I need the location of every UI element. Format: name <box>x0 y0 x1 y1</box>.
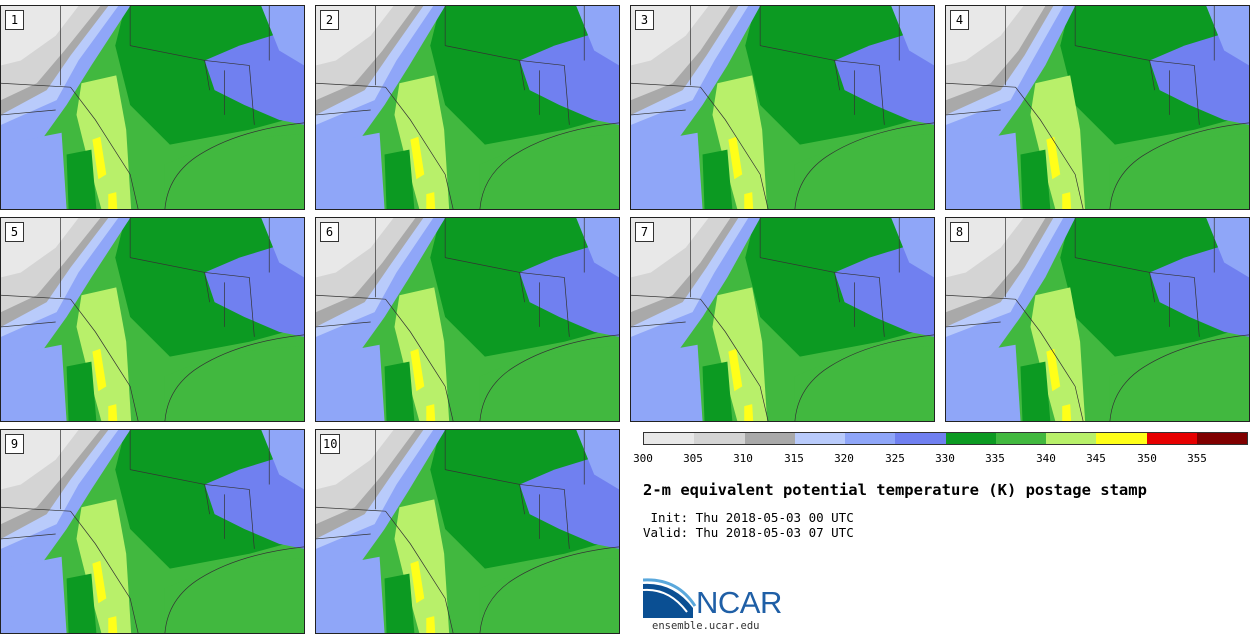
member-number: 8 <box>950 222 969 242</box>
member-panel-3[interactable]: 3 <box>630 5 935 210</box>
map-field-icon <box>316 218 619 421</box>
member-panel-9[interactable]: 9 <box>0 429 305 634</box>
colorbar-segment <box>845 433 896 444</box>
map-field-icon <box>946 218 1249 421</box>
colorbar-segment <box>995 433 1046 444</box>
colorbar-segment <box>694 433 745 444</box>
colorbar-segment <box>1046 433 1097 444</box>
colorbar-segment <box>1196 433 1247 444</box>
colorbar-tick-label: 305 <box>683 452 703 465</box>
map-field-icon <box>1 218 304 421</box>
colorbar-segment <box>644 433 695 444</box>
member-number: 6 <box>320 222 339 242</box>
colorbar-segment <box>794 433 845 444</box>
member-panel-6[interactable]: 6 <box>315 217 620 422</box>
plot-title: 2-m equivalent potential temperature (K)… <box>643 481 1147 499</box>
colorbar-tick-label: 325 <box>885 452 905 465</box>
member-number: 3 <box>635 10 654 30</box>
member-number: 9 <box>5 434 24 454</box>
member-number: 1 <box>5 10 24 30</box>
colorbar <box>643 432 1248 445</box>
site-url[interactable]: ensemble.ucar.edu <box>652 620 760 632</box>
map-field-icon <box>316 430 619 633</box>
member-number: 2 <box>320 10 339 30</box>
member-number: 4 <box>950 10 969 30</box>
colorbar-segment <box>744 433 795 444</box>
member-number: 10 <box>320 434 341 454</box>
colorbar-tick-label: 310 <box>733 452 753 465</box>
map-field-icon <box>316 6 619 209</box>
colorbar-tick-label: 335 <box>985 452 1005 465</box>
init-time: Init: Thu 2018-05-03 00 UTC <box>643 510 854 525</box>
member-number: 7 <box>635 222 654 242</box>
map-field-icon <box>946 6 1249 209</box>
member-panel-7[interactable]: 7 <box>630 217 935 422</box>
colorbar-tick-label: 340 <box>1036 452 1056 465</box>
member-panel-8[interactable]: 8 <box>945 217 1250 422</box>
ncar-logo-icon <box>643 578 697 618</box>
colorbar-segment <box>1146 433 1197 444</box>
ncar-logo-text: NCAR <box>696 585 782 620</box>
member-panel-1[interactable]: 1 <box>0 5 305 210</box>
member-panel-4[interactable]: 4 <box>945 5 1250 210</box>
colorbar-tick-label: 300 <box>633 452 653 465</box>
map-field-icon <box>1 6 304 209</box>
member-panel-2[interactable]: 2 <box>315 5 620 210</box>
member-panel-5[interactable]: 5 <box>0 217 305 422</box>
colorbar-segment <box>895 433 946 444</box>
map-field-icon <box>631 6 934 209</box>
colorbar-tick-label: 350 <box>1137 452 1157 465</box>
map-field-icon <box>1 430 304 633</box>
colorbar-tick-label: 320 <box>834 452 854 465</box>
colorbar-tick-label: 315 <box>784 452 804 465</box>
map-field-icon <box>631 218 934 421</box>
member-panel-10[interactable]: 10 <box>315 429 620 634</box>
colorbar-tick-label: 345 <box>1086 452 1106 465</box>
member-number: 5 <box>5 222 24 242</box>
colorbar-tick-label: 330 <box>935 452 955 465</box>
colorbar-segment <box>945 433 996 444</box>
colorbar-tick-label: 355 <box>1187 452 1207 465</box>
valid-time: Valid: Thu 2018-05-03 07 UTC <box>643 525 854 540</box>
colorbar-segment <box>1096 433 1147 444</box>
